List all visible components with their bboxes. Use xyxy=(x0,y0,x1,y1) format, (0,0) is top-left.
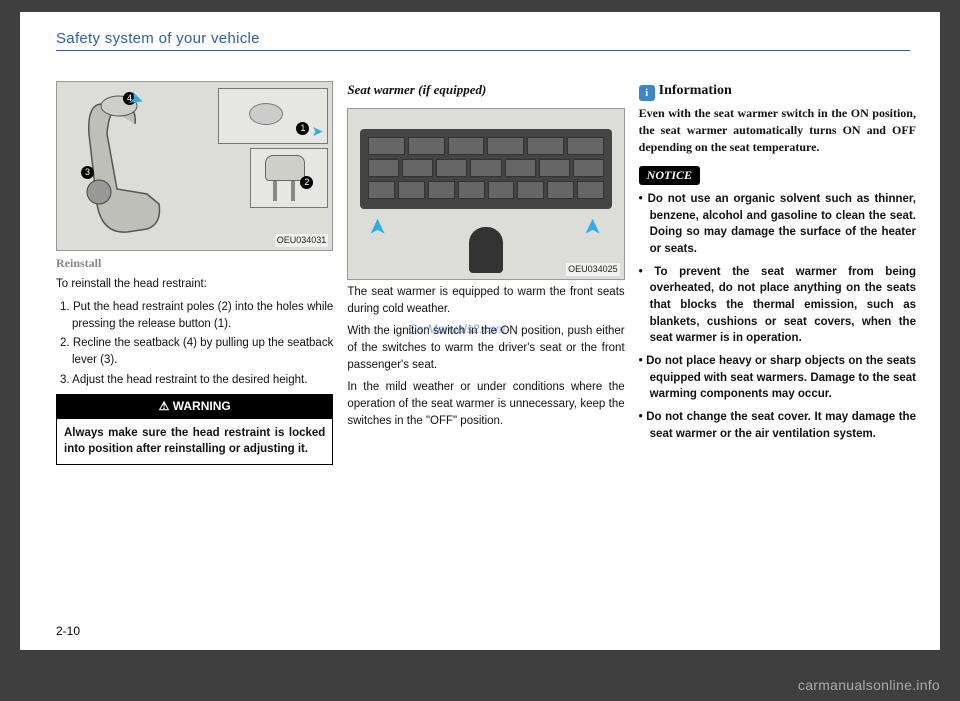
notice-list: Do not use an organic solvent such as th… xyxy=(639,191,916,442)
intro-text: To reinstall the head restraint: xyxy=(56,276,333,293)
arrow-up-icon: ➤ xyxy=(362,218,394,236)
step-item: 2. Recline the seatback (4) by pulling u… xyxy=(60,335,333,368)
notice-item: Do not change the seat cover. It may dam… xyxy=(639,409,916,442)
paragraph: With the ignition switch in the ON posit… xyxy=(347,323,624,373)
page-number: 2-10 xyxy=(56,624,80,638)
column-3: i Information Even with the seat warmer s… xyxy=(639,81,916,465)
warning-body: Always make sure the head restraint is l… xyxy=(57,419,332,464)
section-header: Safety system of your vehicle xyxy=(56,30,910,51)
callout-1: 1 xyxy=(296,122,309,135)
notice-item: Do not use an organic solvent such as th… xyxy=(639,191,916,258)
information-heading: i Information xyxy=(639,81,916,101)
warning-heading: ⚠ WARNING xyxy=(57,395,332,418)
steps-list: 1. Put the head restraint poles (2) into… xyxy=(60,299,333,388)
subheading-seat-warmer: Seat warmer (if equipped) xyxy=(347,81,624,100)
watermark-bottom: carmanualsonline.info xyxy=(798,677,940,693)
column-1: 4 3 ➤ 1 ➤ 2 OEU034031 Reinstall To reins… xyxy=(56,81,333,465)
figure-dashboard: ➤ ➤ OEU034025 xyxy=(347,108,624,280)
subheading-reinstall: Reinstall xyxy=(56,255,333,272)
callout-2: 2 xyxy=(300,176,313,189)
paragraph: The seat warmer is equipped to warm the … xyxy=(347,284,624,317)
info-icon: i xyxy=(639,85,655,101)
manual-page: Safety system of your vehicle CarManuals… xyxy=(20,12,940,650)
arrow-up-icon: ➤ xyxy=(576,218,608,236)
dashboard-panel xyxy=(360,129,611,209)
figure-code: OEU034025 xyxy=(566,263,620,276)
step-item: 1. Put the head restraint poles (2) into… xyxy=(60,299,333,332)
figure-inset-button: 1 ➤ xyxy=(218,88,328,144)
figure-seat-reinstall: 4 3 ➤ 1 ➤ 2 OEU034031 xyxy=(56,81,333,251)
gear-shifter-shape xyxy=(469,227,503,273)
notice-badge: NOTICE xyxy=(639,166,700,185)
information-text: Even with the seat warmer switch in the … xyxy=(639,105,916,155)
info-heading-text: Information xyxy=(659,83,732,98)
step-item: 3. Adjust the head restraint to the desi… xyxy=(60,372,333,389)
arrow-icon: ➤ xyxy=(312,121,324,141)
warning-box: ⚠ WARNING Always make sure the head rest… xyxy=(56,394,333,465)
notice-item: To prevent the seat warmer from being ov… xyxy=(639,264,916,347)
paragraph: In the mild weather or under conditions … xyxy=(347,379,624,429)
content-columns: 4 3 ➤ 1 ➤ 2 OEU034031 Reinstall To reins… xyxy=(56,81,916,465)
figure-code: OEU034031 xyxy=(275,234,329,247)
notice-item: Do not place heavy or sharp objects on t… xyxy=(639,353,916,403)
column-2: Seat warmer (if equipped) ➤ ➤ OEU034025 … xyxy=(347,81,624,465)
callout-3: 3 xyxy=(81,166,94,179)
figure-inset-headrest: 2 xyxy=(250,148,328,208)
